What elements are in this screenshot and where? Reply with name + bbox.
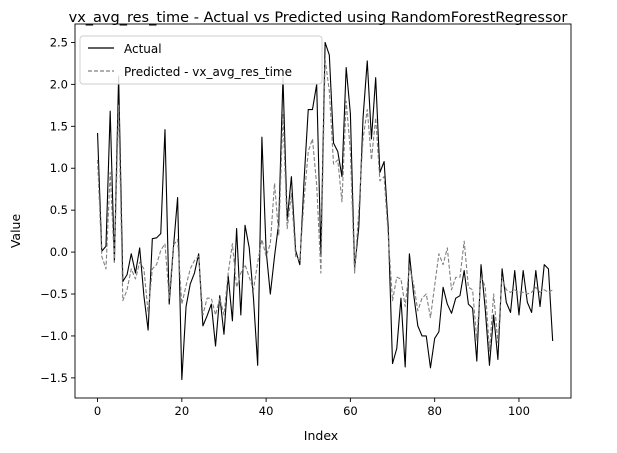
- x-tick-label: 100: [508, 404, 530, 418]
- y-tick-label: 2.5: [50, 35, 68, 49]
- plot-frame: [74, 23, 572, 399]
- x-tick-label: 80: [427, 404, 442, 418]
- y-tick-label: 1.0: [50, 161, 68, 175]
- chart-title: vx_avg_res_time - Actual vs Predicted us…: [69, 10, 568, 26]
- y-tick-label: −1.0: [40, 329, 68, 343]
- x-tick-label: 60: [343, 404, 358, 418]
- y-tick-label: 1.5: [50, 119, 68, 133]
- series-line-predicted: [97, 58, 553, 352]
- x-axis-label: Index: [304, 428, 338, 443]
- legend: Actual Predicted - vx_avg_res_time: [79, 35, 323, 85]
- legend-box: [79, 35, 323, 85]
- series-layer: [97, 41, 554, 381]
- y-tick-label: −1.5: [40, 371, 68, 385]
- y-tick-label: −0.5: [40, 287, 68, 301]
- x-tick-label: 40: [259, 404, 274, 418]
- y-axis: −1.5 −1.0 −0.5 0.0 0.5 1.0 1.5 2.0 2.5: [40, 35, 75, 385]
- legend-predicted-label: Predicted - vx_avg_res_time: [124, 65, 292, 79]
- y-tick-label: 0.5: [50, 203, 68, 217]
- legend-actual-label: Actual: [124, 42, 162, 56]
- y-tick-label: 2.0: [50, 77, 68, 91]
- x-tick-label: 0: [94, 404, 101, 418]
- x-tick-label: 20: [175, 404, 190, 418]
- x-axis: 0 20 40 60 80 100: [94, 398, 530, 418]
- series-line-actual: [97, 41, 554, 381]
- y-tick-label: 0.0: [50, 245, 68, 259]
- y-axis-label: Value: [8, 214, 23, 249]
